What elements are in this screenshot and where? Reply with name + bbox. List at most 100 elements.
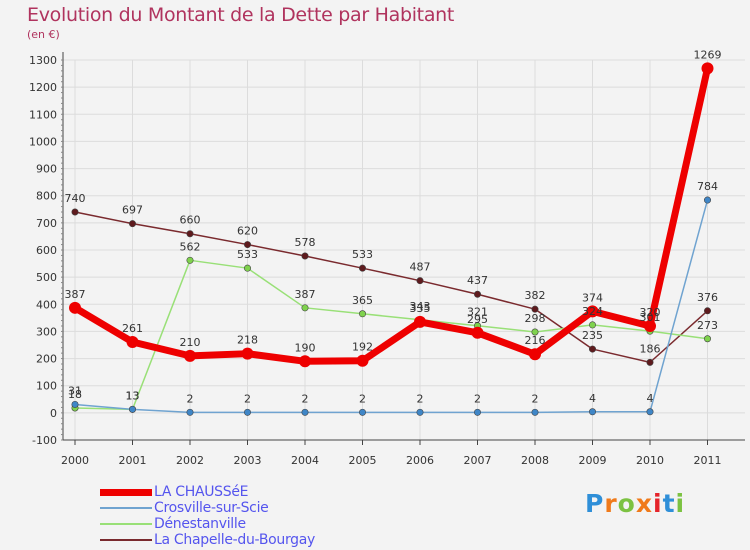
data-label: 190 xyxy=(295,341,316,354)
grid xyxy=(63,59,745,441)
y-tick-label: 500 xyxy=(36,271,57,284)
data-label: 387 xyxy=(295,288,316,301)
data-point xyxy=(71,208,79,216)
y-tick-label: -100 xyxy=(32,434,57,447)
data-point xyxy=(531,305,539,313)
data-point xyxy=(414,315,426,328)
logo-letter: i xyxy=(675,489,686,518)
series-line-2 xyxy=(74,199,709,414)
logo-letter: r xyxy=(604,489,618,518)
x-tick-label: 2005 xyxy=(349,454,377,467)
legend-swatch-2 xyxy=(100,523,152,525)
data-label: 301 xyxy=(640,311,661,324)
data-label: 295 xyxy=(467,313,488,326)
data-label: 578 xyxy=(295,236,316,249)
logo-letter: x xyxy=(635,489,653,518)
legend-item-2[interactable]: Dénestanville xyxy=(100,516,420,532)
data-point xyxy=(646,408,654,416)
data-label: 697 xyxy=(122,204,143,217)
data-label: 562 xyxy=(180,240,201,253)
y-tick-label: 200 xyxy=(36,353,57,366)
data-label: 533 xyxy=(237,248,258,261)
legend-item-0[interactable]: LA CHAUSSéE xyxy=(100,484,420,500)
x-tick-label: 2003 xyxy=(234,454,262,467)
data-label: 374 xyxy=(582,291,603,304)
data-point xyxy=(586,305,599,318)
y-tick-label: 400 xyxy=(36,298,57,311)
data-point xyxy=(69,301,81,314)
logo-letter: i xyxy=(653,489,663,518)
data-label: 1269 xyxy=(694,48,722,61)
data-point xyxy=(358,310,366,318)
x-tick-label: 2000 xyxy=(61,454,89,467)
data-label: 261 xyxy=(122,322,143,335)
data-point xyxy=(703,335,711,343)
data-label: 273 xyxy=(697,319,718,332)
data-point xyxy=(129,220,137,228)
data-point xyxy=(186,408,194,416)
data-point xyxy=(241,347,254,360)
data-label: 13 xyxy=(126,389,140,402)
data-point xyxy=(244,264,252,272)
y-tick-label: 0 xyxy=(50,407,57,420)
data-label: 376 xyxy=(697,291,718,304)
legend-item-3[interactable]: La Chapelle-du-Bourgay xyxy=(100,532,420,548)
legend-item-1[interactable]: Crosville-sur-Scie xyxy=(100,500,420,516)
y-tick-label: 1000 xyxy=(29,135,57,148)
data-point xyxy=(126,336,139,349)
data-point xyxy=(299,355,311,368)
data-point xyxy=(416,277,424,285)
legend-swatch-3 xyxy=(100,539,152,541)
data-point xyxy=(416,408,424,416)
data-label: 320 xyxy=(640,306,661,319)
legend-label-0: LA CHAUSSéE xyxy=(154,484,249,500)
x-tick-label: 2006 xyxy=(406,454,434,467)
data-label: 2 xyxy=(359,392,366,405)
data-point xyxy=(244,241,252,249)
data-label: 4 xyxy=(647,392,654,405)
data-label: 324 xyxy=(582,305,603,318)
y-tick-label: 900 xyxy=(36,163,57,176)
data-point xyxy=(358,264,366,272)
legend: LA CHAUSSéE Crosville-sur-Scie Dénestanv… xyxy=(100,484,420,548)
data-label: 784 xyxy=(697,180,718,193)
data-label: 2 xyxy=(474,392,481,405)
y-tick-label: 100 xyxy=(36,380,57,393)
data-point xyxy=(588,345,596,353)
series-layer xyxy=(69,62,714,416)
x-tick-label: 2008 xyxy=(521,454,549,467)
data-point xyxy=(644,320,656,332)
x-tick-label: 2011 xyxy=(694,454,722,467)
data-label: 216 xyxy=(525,334,546,347)
data-label: 218 xyxy=(237,334,258,347)
legend-swatch-1 xyxy=(100,507,152,509)
legend-label-1: Crosville-sur-Scie xyxy=(154,500,269,516)
logo-letter: o xyxy=(617,489,636,518)
x-tick-label: 2007 xyxy=(464,454,492,467)
proxiti-logo: Proxiti xyxy=(585,489,685,518)
data-point xyxy=(473,290,481,298)
data-label: 321 xyxy=(467,306,488,319)
data-label: 740 xyxy=(65,192,86,205)
y-tick-label: 1300 xyxy=(29,54,57,67)
data-label: 2 xyxy=(244,392,251,405)
data-label: 660 xyxy=(180,214,201,227)
chart-subtitle: (en €) xyxy=(27,28,60,41)
y-tick-label: 800 xyxy=(36,190,57,203)
data-labels: 740 697 660 620 578 533 487 437 382 235 186 376 18 13… xyxy=(65,48,722,405)
data-label: 31 xyxy=(68,384,82,397)
data-label: 2 xyxy=(187,392,194,405)
y-tick-label: 300 xyxy=(36,325,57,338)
data-point xyxy=(531,408,539,416)
x-tick-label: 2001 xyxy=(119,454,147,467)
data-label: 343 xyxy=(410,300,431,313)
data-point xyxy=(301,304,309,312)
data-point xyxy=(703,196,711,204)
data-point xyxy=(473,408,481,416)
data-label: 210 xyxy=(180,336,201,349)
axes: -100 0 100 200 300 400 500 600 700 800 900 1000 1100… xyxy=(29,52,745,467)
data-label: 387 xyxy=(65,288,86,301)
data-label: 487 xyxy=(410,261,431,274)
